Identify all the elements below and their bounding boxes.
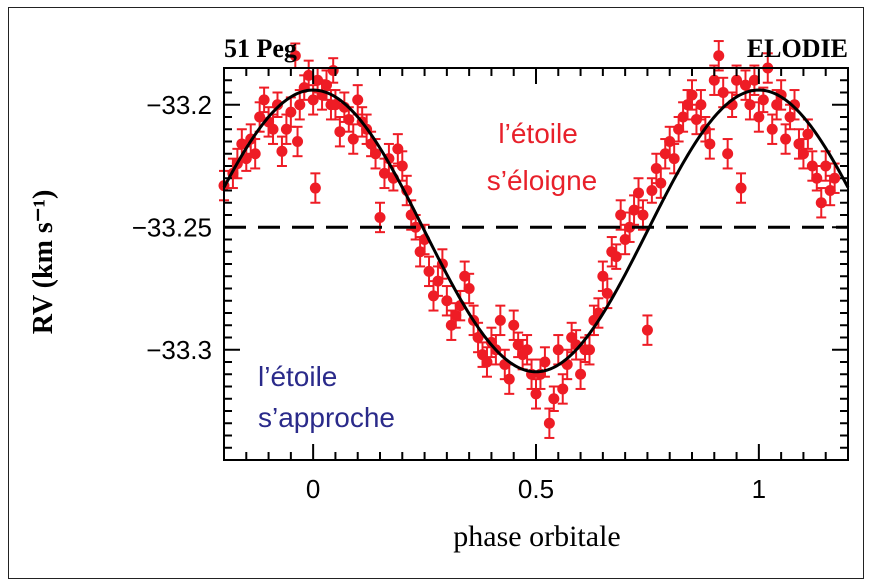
data-point-128	[780, 123, 792, 155]
axis-ticks	[223, 67, 849, 461]
y-tick-label-0: −33.2	[146, 90, 212, 120]
x-tick-label-1: 0.5	[518, 474, 554, 504]
data-point-115	[722, 138, 734, 170]
data-point-11	[271, 91, 283, 118]
annotation-receding-line2: s’éloigne	[487, 165, 598, 196]
y-tick-label-1: −33.25	[132, 212, 212, 242]
data-point-27	[329, 89, 341, 121]
data-point-72	[530, 378, 542, 410]
data-point-64	[494, 304, 506, 337]
data-point-119	[739, 69, 751, 101]
data-point-28	[334, 116, 346, 148]
data-point-103	[668, 142, 680, 175]
data-point-109	[695, 89, 707, 121]
data-point-82	[575, 358, 587, 390]
data-point-77	[552, 334, 564, 366]
x-tick-labels: 0 0.5 1	[306, 474, 766, 504]
data-point-84	[583, 334, 595, 366]
x-tick-label-0: 0	[306, 474, 320, 504]
data-point-31	[347, 123, 359, 155]
chart-title-left: 51 Peg	[224, 34, 297, 63]
y-tick-labels: −33.2 −33.25 −33.3	[132, 90, 212, 365]
x-tick-label-2: 1	[752, 474, 766, 504]
data-point-118	[735, 172, 747, 204]
data-point-67	[508, 309, 520, 341]
fit-curve	[222, 88, 850, 374]
data-point-75	[543, 407, 555, 439]
data-point-57	[463, 272, 475, 305]
data-point-112	[708, 64, 720, 96]
annotation-approaching-line2: s’approche	[258, 402, 395, 433]
chart-title-right: ELODIE	[747, 34, 848, 63]
data-point-113	[713, 40, 725, 72]
data-point-26	[327, 57, 339, 84]
data-point-90	[610, 243, 622, 270]
data-point-130	[789, 89, 801, 121]
y-tick-label-2: −33.3	[146, 335, 212, 365]
annotation-approaching: l’étoile s’approche	[258, 361, 395, 433]
data-point-61	[481, 346, 493, 378]
data-point-16	[292, 125, 304, 158]
data-point-114	[717, 76, 729, 109]
data-point-21	[309, 172, 321, 204]
annotation-receding: l’étoile s’éloigne	[487, 118, 598, 196]
data-point-136	[815, 187, 827, 219]
x-axis-label: phase orbitale	[453, 520, 620, 553]
data-point-95	[633, 177, 645, 209]
data-point-12	[276, 135, 288, 167]
data-point-8	[258, 86, 270, 114]
data-point-76	[548, 385, 560, 412]
data-point-17	[294, 89, 306, 121]
data-point-97	[641, 314, 653, 346]
data-point-96	[637, 199, 649, 231]
annotation-receding-line1: l’étoile	[498, 118, 577, 149]
data-point-111	[704, 128, 716, 160]
y-axis-label: RV (km s⁻¹)	[28, 190, 59, 335]
annotation-approaching-line1: l’étoile	[258, 361, 337, 392]
data-point-135	[811, 165, 823, 192]
data-point-66	[503, 363, 515, 395]
data-point-131	[793, 128, 805, 160]
